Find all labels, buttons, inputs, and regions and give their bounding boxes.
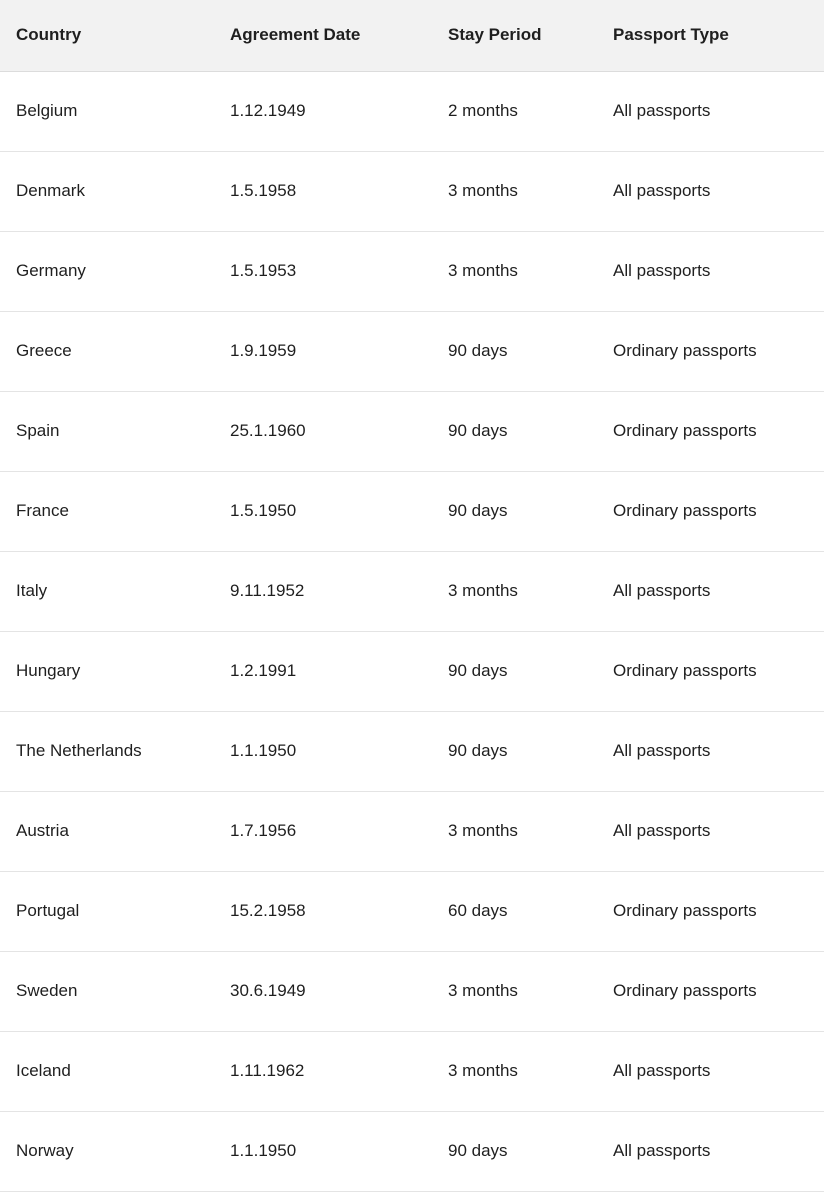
cell-country: Denmark [0, 151, 214, 232]
cell-stay-period: 3 months [432, 951, 597, 1032]
cell-passport-type: All passports [597, 791, 824, 872]
cell-country: Portugal [0, 871, 214, 952]
table-head: Country Agreement Date Stay Period Passport… [0, 0, 824, 72]
cell-passport-type: All passports [597, 1031, 824, 1112]
cell-passport-type: All passports [597, 711, 824, 792]
cell-agreement-date: 1.5.1950 [214, 471, 432, 552]
cell-country: Italy [0, 551, 214, 632]
table-header-row: Country Agreement Date Stay Period Passport… [0, 0, 824, 72]
column-header-agreement-date: Agreement Date [214, 0, 432, 72]
cell-stay-period: 3 months [432, 1031, 597, 1112]
cell-agreement-date: 1.1.1950 [214, 711, 432, 792]
cell-passport-type: All passports [597, 1111, 824, 1192]
cell-country: Norway [0, 1111, 214, 1192]
cell-agreement-date: 1.1.1950 [214, 1111, 432, 1192]
table-row: Sweden 30.6.1949 3 months Ordinary passport… [0, 951, 824, 1032]
cell-agreement-date: 25.1.1960 [214, 391, 432, 472]
cell-passport-type: Ordinary passports [597, 471, 824, 552]
cell-stay-period: 90 days [432, 391, 597, 472]
cell-agreement-date: 1.2.1991 [214, 631, 432, 712]
cell-country: Sweden [0, 951, 214, 1032]
cell-passport-type: All passports [597, 151, 824, 232]
cell-stay-period: 2 months [432, 71, 597, 152]
table-row: Denmark 1.5.1958 3 months All passports [0, 151, 824, 232]
cell-passport-type: Ordinary passports [597, 951, 824, 1032]
table-row: Iceland 1.11.1962 3 months All passports [0, 1031, 824, 1112]
table-row: France 1.5.1950 90 days Ordinary passports [0, 471, 824, 552]
column-header-passport-type: Passport Type [597, 0, 824, 72]
cell-country: Greece [0, 311, 214, 392]
table-row: The Netherlands 1.1.1950 90 days All passpo… [0, 711, 824, 792]
table-row: Spain 25.1.1960 90 days Ordinary passports [0, 391, 824, 472]
column-header-country: Country [0, 0, 214, 72]
cell-stay-period: 90 days [432, 711, 597, 792]
cell-passport-type: Ordinary passports [597, 871, 824, 952]
cell-stay-period: 60 days [432, 871, 597, 952]
cell-country: France [0, 471, 214, 552]
cell-country: Spain [0, 391, 214, 472]
table-row: Germany 1.5.1953 3 months All passports [0, 231, 824, 312]
cell-passport-type: Ordinary passports [597, 631, 824, 712]
table-body: Belgium 1.12.1949 2 months All passports Den… [0, 71, 824, 1192]
cell-stay-period: 3 months [432, 551, 597, 632]
cell-agreement-date: 15.2.1958 [214, 871, 432, 952]
table-row: Italy 9.11.1952 3 months All passports [0, 551, 824, 632]
cell-passport-type: All passports [597, 551, 824, 632]
cell-country: Hungary [0, 631, 214, 712]
column-header-stay-period: Stay Period [432, 0, 597, 72]
cell-agreement-date: 1.12.1949 [214, 71, 432, 152]
table-row: Norway 1.1.1950 90 days All passports [0, 1111, 824, 1192]
cell-passport-type: All passports [597, 231, 824, 312]
cell-country: The Netherlands [0, 711, 214, 792]
table-row: Austria 1.7.1956 3 months All passports [0, 791, 824, 872]
cell-stay-period: 90 days [432, 311, 597, 392]
table-row: Belgium 1.12.1949 2 months All passports [0, 71, 824, 152]
table-row: Portugal 15.2.1958 60 days Ordinary passpor… [0, 871, 824, 952]
cell-stay-period: 90 days [432, 631, 597, 712]
table-row: Hungary 1.2.1991 90 days Ordinary passports [0, 631, 824, 712]
cell-country: Austria [0, 791, 214, 872]
cell-stay-period: 3 months [432, 231, 597, 312]
cell-agreement-date: 30.6.1949 [214, 951, 432, 1032]
cell-stay-period: 3 months [432, 791, 597, 872]
table-row: Greece 1.9.1959 90 days Ordinary passports [0, 311, 824, 392]
cell-passport-type: All passports [597, 71, 824, 152]
cell-agreement-date: 1.5.1958 [214, 151, 432, 232]
cell-agreement-date: 1.9.1959 [214, 311, 432, 392]
cell-stay-period: 3 months [432, 151, 597, 232]
cell-agreement-date: 9.11.1952 [214, 551, 432, 632]
cell-country: Belgium [0, 71, 214, 152]
cell-country: Germany [0, 231, 214, 312]
cell-agreement-date: 1.5.1953 [214, 231, 432, 312]
cell-stay-period: 90 days [432, 1111, 597, 1192]
cell-passport-type: Ordinary passports [597, 311, 824, 392]
cell-agreement-date: 1.11.1962 [214, 1031, 432, 1112]
cell-country: Iceland [0, 1031, 214, 1112]
cell-agreement-date: 1.7.1956 [214, 791, 432, 872]
cell-passport-type: Ordinary passports [597, 391, 824, 472]
cell-stay-period: 90 days [432, 471, 597, 552]
